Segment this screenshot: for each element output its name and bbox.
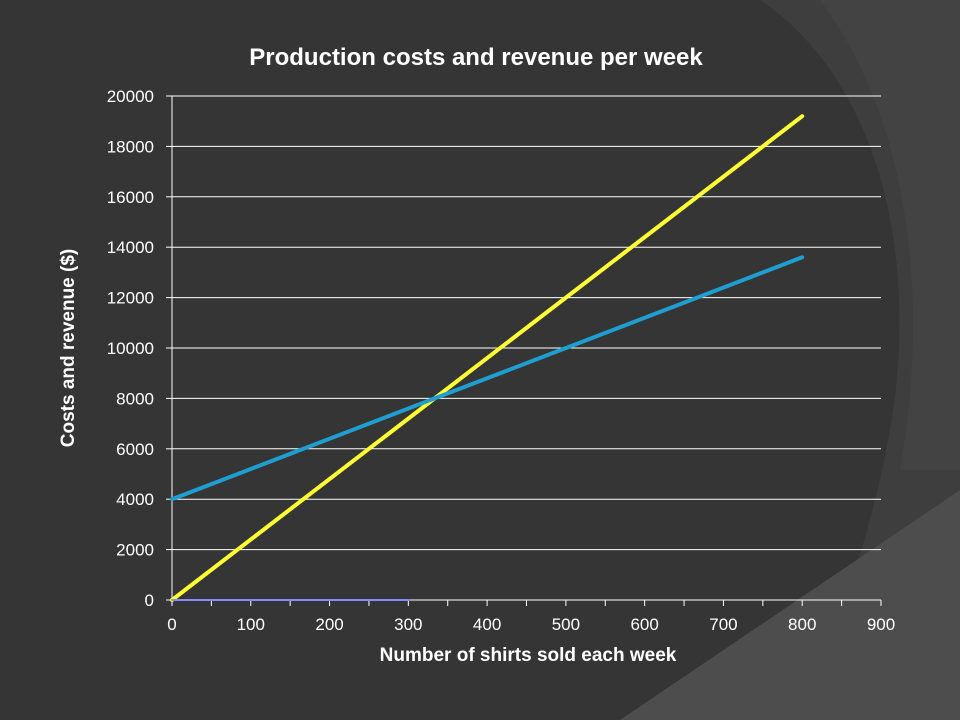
x-tick-label: 600 [630, 615, 658, 634]
y-tick-labels: 0 2000 4000 6000 8000 10000 12000 14000 16000 180… [107, 87, 154, 610]
series-line-2 [170, 255, 805, 502]
decorative-arc-inner [820, 0, 960, 470]
x-tick-label: 900 [867, 615, 895, 634]
x-tick-label: 0 [167, 615, 176, 634]
x-tick-label: 100 [237, 615, 265, 634]
x-axis-title: Number of shirts sold each week [380, 645, 677, 666]
axes [166, 95, 882, 606]
x-tick-label: 400 [473, 615, 501, 634]
x-tick-label: 500 [552, 615, 580, 634]
series-lines [170, 114, 805, 602]
y-tick-label: 18000 [107, 137, 154, 156]
y-tick-label: 16000 [107, 188, 154, 207]
y-tick-label: 8000 [116, 389, 154, 408]
series-line-1 [170, 114, 805, 602]
y-tick-label: 10000 [107, 339, 154, 358]
x-tick-label: 200 [315, 615, 343, 634]
x-tick-label: 800 [788, 615, 816, 634]
y-tick-label: 20000 [107, 87, 154, 106]
y-tick-label: 2000 [116, 541, 154, 560]
gridlines [172, 95, 881, 601]
y-tick-label: 4000 [116, 490, 154, 509]
y-tick-label: 6000 [116, 440, 154, 459]
x-tick-labels: 0 100 200 300 400 500 600 700 800 900 [167, 615, 895, 634]
x-tick-label: 700 [709, 615, 737, 634]
decorative-wedge [620, 490, 960, 720]
y-axis-title: Costs and revenue ($) [58, 249, 79, 448]
y-tick-label: 14000 [107, 238, 154, 257]
x-tick-label: 300 [394, 615, 422, 634]
y-tick-label: 0 [145, 591, 154, 610]
y-tick-label: 12000 [107, 289, 154, 308]
chart-title: Production costs and revenue per week [249, 44, 703, 71]
